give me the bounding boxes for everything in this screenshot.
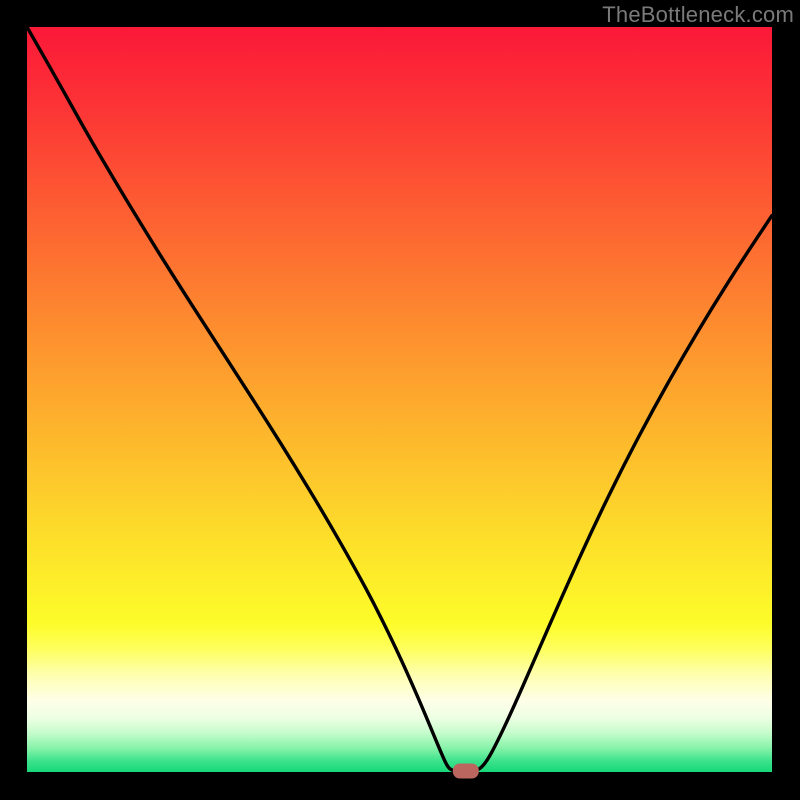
optimal-marker [453,764,479,779]
bottleneck-chart [0,0,800,800]
chart-container: TheBottleneck.com [0,0,800,800]
watermark-text: TheBottleneck.com [602,2,794,28]
